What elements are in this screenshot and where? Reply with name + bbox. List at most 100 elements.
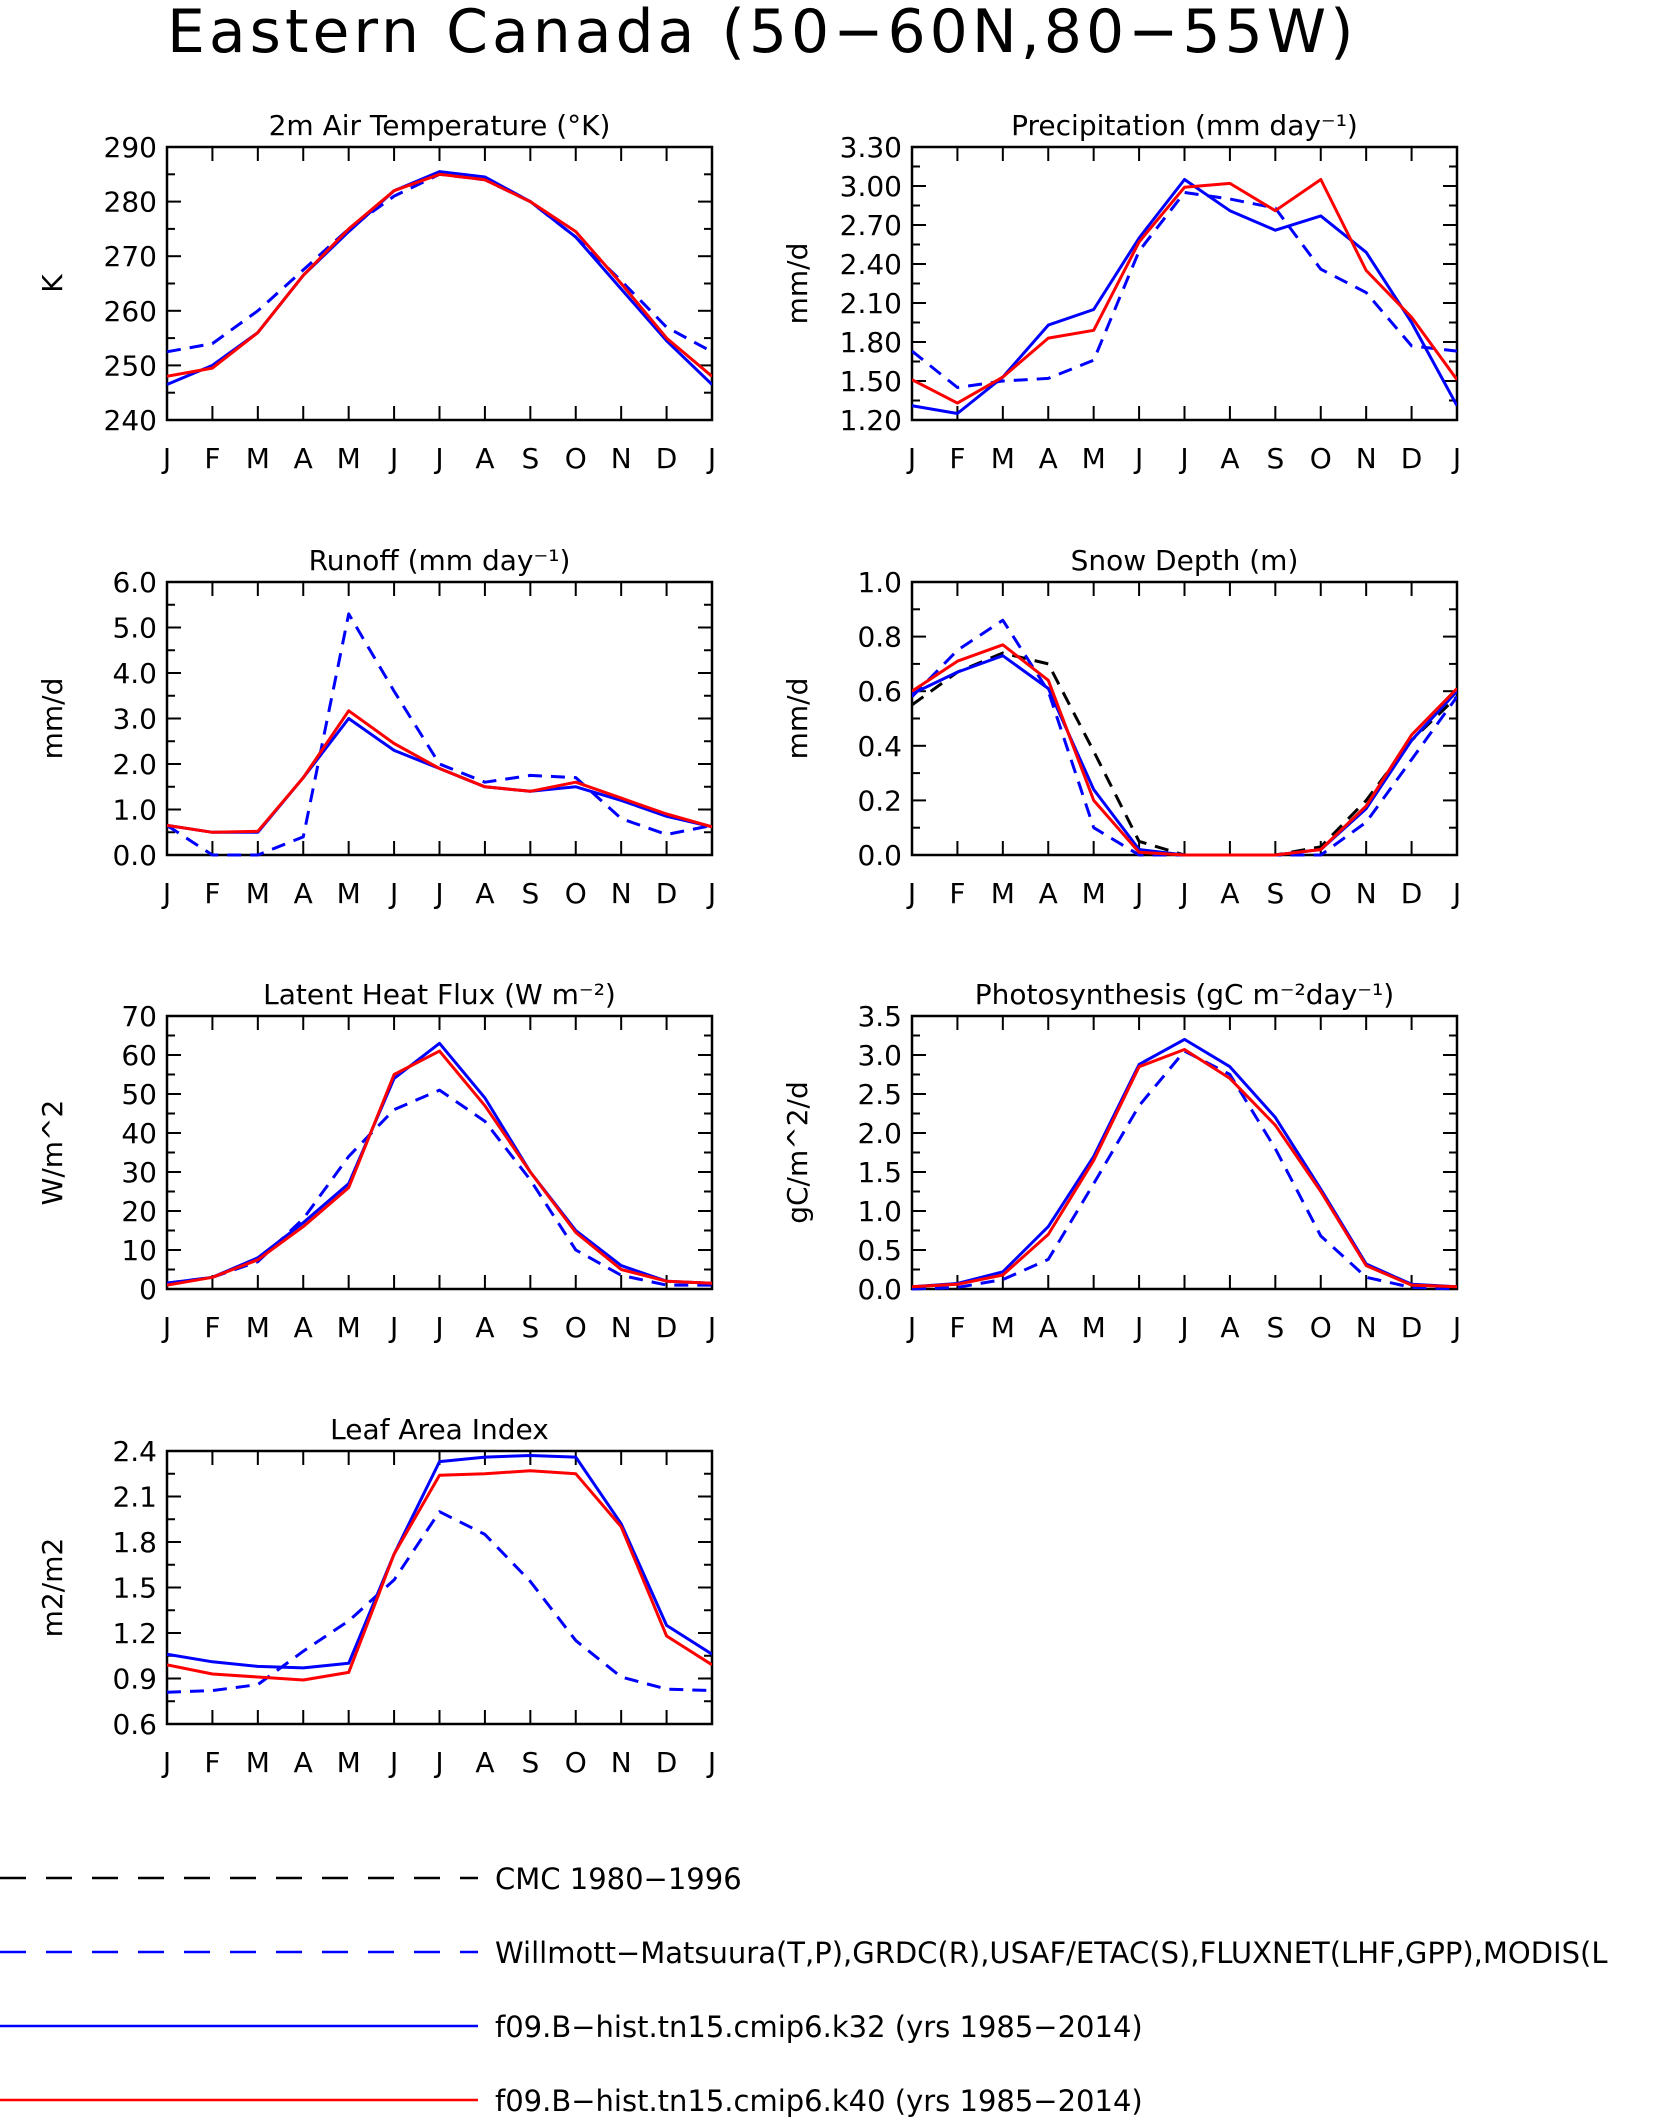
chart-1-ytick-label: 1.80 — [840, 326, 902, 359]
chart-3-xtick-label: S — [1266, 877, 1284, 910]
chart-0-xtick-label: F — [204, 442, 220, 475]
chart-0-xtick-label: A — [294, 442, 313, 475]
chart-6-title: Leaf Area Index — [330, 1413, 549, 1446]
chart-5-xtick-label: A — [1220, 1311, 1239, 1344]
page-title: Eastern Canada (50−60N,80−55W) — [167, 0, 1358, 67]
chart-6-ytick-label: 1.8 — [112, 1526, 157, 1559]
chart-1-ytick-label: 2.10 — [840, 287, 902, 320]
chart-4-xtick-label: M — [337, 1311, 361, 1344]
chart-5-xtick-label: M — [991, 1311, 1015, 1344]
chart-1-xtick-label: M — [1082, 442, 1106, 475]
chart-1-xtick-label: D — [1401, 442, 1423, 475]
chart-6-xtick-label: A — [294, 1746, 313, 1779]
chart-1-xtick-label: O — [1310, 442, 1332, 475]
chart-4-plot-frame — [165, 1014, 714, 1291]
chart-6-xtick-label: A — [475, 1746, 494, 1779]
chart-0-xtick-label: A — [475, 442, 494, 475]
chart-2-xtick-label: M — [246, 877, 270, 910]
chart-4-series-observed — [167, 1088, 712, 1287]
chart-6-ytick-label: 2.1 — [112, 1481, 157, 1514]
chart-2-xtick-label: D — [656, 877, 678, 910]
chart-1-xtick-label: J — [1133, 442, 1143, 475]
chart-6-ytick-label: 0.9 — [112, 1663, 157, 1696]
chart-4-xtick-label: F — [204, 1311, 220, 1344]
chart-5-ytick-label: 2.0 — [857, 1117, 902, 1150]
chart-3-ytick-label: 0.0 — [857, 839, 902, 872]
chart-0-xtick-label: S — [521, 442, 539, 475]
chart-1-xtick-label: J — [1178, 442, 1188, 475]
chart-4-ylabel: W/m^2 — [36, 1100, 69, 1206]
chart-4-xtick-label: M — [246, 1311, 270, 1344]
chart-4-ytick-label: 30 — [121, 1156, 157, 1189]
chart-4-xtick-label: S — [521, 1311, 539, 1344]
chart-2-xtick-label: O — [565, 877, 587, 910]
chart-2-xtick-label: A — [475, 877, 494, 910]
chart-0-series-k40 — [167, 172, 712, 378]
chart-4-xtick-label: O — [565, 1311, 587, 1344]
chart-1-ytick-label: 3.30 — [840, 131, 902, 164]
chart-4-series-k40 — [167, 1049, 712, 1287]
chart-6-ytick-label: 0.6 — [112, 1708, 157, 1741]
chart-4-ytick-label: 0 — [139, 1273, 157, 1306]
chart-0-ytick-label: 240 — [104, 404, 157, 437]
chart-2-ytick-label: 4.0 — [112, 657, 157, 690]
chart-1-ytick-label: 2.70 — [840, 209, 902, 242]
chart-2-xtick-label: M — [337, 877, 361, 910]
chart-2-ytick-label: 3.0 — [112, 703, 157, 736]
chart-3-ytick-label: 0.6 — [857, 675, 902, 708]
chart-2-xtick-label: A — [294, 877, 313, 910]
chart-2-ytick-label: 0.0 — [112, 839, 157, 872]
chart-3-xtick-label: F — [949, 877, 965, 910]
chart-6-xtick-label: F — [204, 1746, 220, 1779]
chart-2-xtick-label: J — [706, 877, 716, 910]
chart-3-series-k40 — [912, 643, 1457, 857]
chart-6-xtick-label: M — [337, 1746, 361, 1779]
chart-2-title: Runoff (mm day⁻¹) — [309, 544, 571, 577]
chart-2-series-k32 — [167, 717, 712, 834]
chart-3-ytick-label: 1.0 — [857, 566, 902, 599]
chart-0-ytick-label: 290 — [104, 131, 157, 164]
chart-6-series-observed — [167, 1510, 712, 1694]
panel-runoff: 0.01.02.03.04.05.06.0J F M A M J J A S O N D JRunoff… — [36, 544, 716, 910]
chart-5-xtick-label: J — [1451, 1311, 1461, 1344]
chart-1-xtick-label: J — [906, 442, 916, 475]
chart-0-xtick-label: D — [656, 442, 678, 475]
chart-2-ytick-label: 1.0 — [112, 794, 157, 827]
chart-5-series-observed — [912, 1049, 1457, 1291]
chart-1-xtick-label: A — [1039, 442, 1058, 475]
chart-1-xtick-label: S — [1266, 442, 1284, 475]
chart-3-xtick-label: M — [991, 877, 1015, 910]
chart-0-xtick-label: J — [388, 442, 398, 475]
chart-5-ytick-label: 1.5 — [857, 1156, 902, 1189]
chart-6-ytick-label: 1.2 — [112, 1617, 157, 1650]
chart-2-ytick-label: 2.0 — [112, 748, 157, 781]
chart-0-ytick-label: 250 — [104, 349, 157, 382]
chart-1-xtick-label: A — [1220, 442, 1239, 475]
chart-1-series-k40 — [912, 178, 1457, 405]
chart-1-ytick-label: 1.20 — [840, 404, 902, 437]
chart-1-xtick-label: J — [1451, 442, 1461, 475]
chart-4-xtick-label: A — [294, 1311, 313, 1344]
chart-4-ytick-label: 70 — [121, 1000, 157, 1033]
chart-0-ytick-label: 260 — [104, 295, 157, 328]
chart-0-xtick-label: J — [433, 442, 443, 475]
chart-2-series-observed — [167, 612, 712, 857]
chart-6-ylabel: m2/m2 — [36, 1538, 69, 1638]
chart-5-xtick-label: N — [1356, 1311, 1377, 1344]
chart-3-xtick-label: O — [1310, 877, 1332, 910]
chart-5-series-k32 — [912, 1037, 1457, 1289]
chart-1-ytick-label: 1.50 — [840, 365, 902, 398]
chart-4-xtick-label: J — [161, 1311, 171, 1344]
chart-3-ytick-label: 0.2 — [857, 784, 902, 817]
chart-4-title: Latent Heat Flux (W m⁻²) — [263, 978, 616, 1011]
legend-label-k40: f09.B−hist.tn15.cmip6.k40 (yrs 1985−2014… — [495, 2084, 1143, 2118]
chart-0-xtick-label: J — [706, 442, 716, 475]
chart-5-ytick-label: 3.5 — [857, 1000, 902, 1033]
chart-6-xtick-label: S — [521, 1746, 539, 1779]
chart-5-ylabel: gC/m^2/d — [781, 1081, 814, 1224]
chart-2-series-k40 — [167, 709, 712, 834]
chart-6-xtick-label: M — [246, 1746, 270, 1779]
